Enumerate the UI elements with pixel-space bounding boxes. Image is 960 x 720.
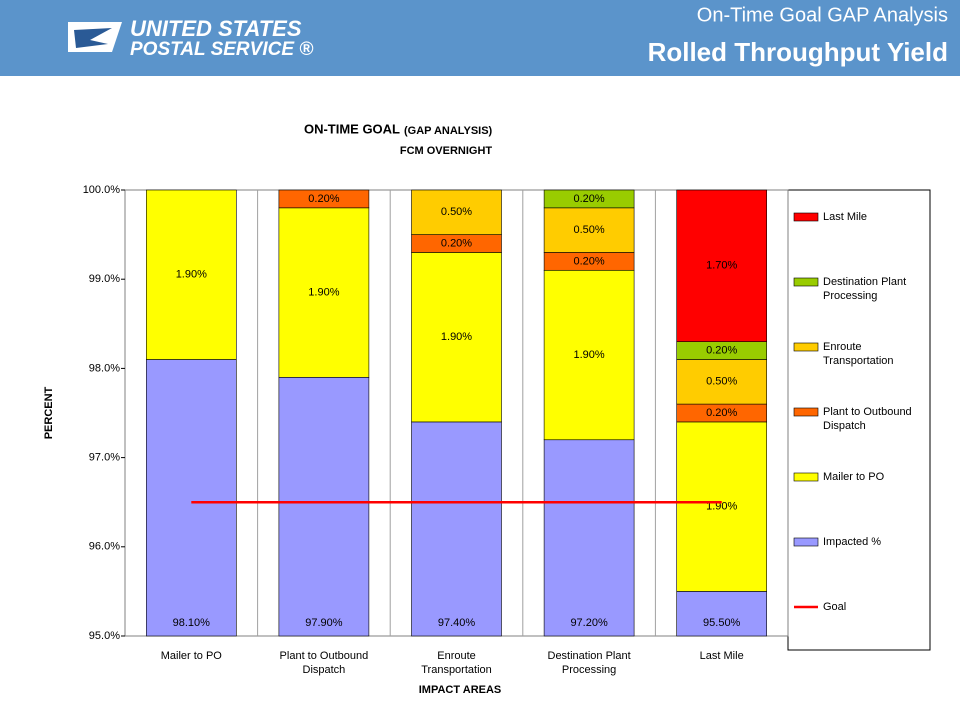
- value-label: 0.20%: [706, 344, 737, 356]
- bar-segment: [676, 591, 768, 637]
- value-label: 0.50%: [573, 224, 604, 236]
- legend-box: [787, 189, 931, 651]
- x-axis-label: IMPACT AREAS: [419, 684, 502, 696]
- value-label: 97.90%: [305, 617, 343, 629]
- value-label: 0.50%: [706, 376, 737, 388]
- value-label: 1.90%: [176, 269, 207, 281]
- bar-segment: [676, 189, 768, 342]
- value-label: 0.20%: [573, 255, 604, 267]
- value-label: 97.40%: [438, 617, 476, 629]
- legend-swatch: [793, 342, 819, 352]
- bar-segment: [411, 189, 502, 235]
- y-tick-label: 97.0%: [89, 452, 120, 464]
- chart-title-note: (GAP ANALYSIS): [404, 125, 493, 137]
- y-tick-label: 100.0%: [83, 184, 121, 196]
- x-tick-label: Last Mile: [700, 650, 744, 662]
- header-bar: [0, 0, 960, 76]
- bar-segment: [146, 189, 237, 360]
- bar-segment: [146, 359, 237, 637]
- value-label: 1.90%: [573, 349, 604, 361]
- bar-segment: [543, 207, 635, 253]
- legend-swatch: [793, 407, 819, 417]
- value-label: 0.20%: [706, 407, 737, 419]
- legend-label: Mailer to PO: [823, 471, 885, 483]
- logo-line1: UNITED STATES: [130, 16, 302, 41]
- value-label: 1.70%: [706, 260, 737, 272]
- x-tick-label: Destination Plant Processing: [548, 650, 631, 676]
- bar-segment: [411, 421, 502, 637]
- value-label: 1.90%: [706, 501, 737, 513]
- chart-subtitle: FCM OVERNIGHT: [400, 145, 493, 157]
- bar-segment: [676, 359, 768, 405]
- y-tick-label: 96.0%: [89, 541, 120, 553]
- value-label: 95.50%: [703, 617, 741, 629]
- bar-segment: [543, 269, 635, 441]
- bar-segment: [278, 377, 370, 637]
- value-label: 98.10%: [173, 617, 211, 629]
- value-label: 0.20%: [573, 193, 604, 205]
- bar-segment: [278, 189, 370, 209]
- header-title: On-Time Goal GAP Analysis: [697, 4, 948, 26]
- legend-label: Destination Plant Processing: [823, 276, 906, 302]
- bar-segment: [278, 207, 370, 378]
- value-label: 0.20%: [441, 237, 472, 249]
- value-label: 1.90%: [308, 286, 339, 298]
- header-subtitle: Rolled Throughput Yield: [648, 37, 948, 67]
- legend-label: Enroute Transportation: [823, 341, 894, 367]
- legend-label: Last Mile: [823, 211, 867, 223]
- value-label: 0.20%: [308, 193, 339, 205]
- legend-swatch: [793, 537, 819, 547]
- bar-segment: [543, 439, 635, 637]
- logo-eagle-detail: [74, 28, 112, 48]
- x-tick-label: Plant to Outbound Dispatch: [280, 650, 369, 676]
- y-tick-label: 95.0%: [89, 630, 120, 642]
- bar-segment: [543, 189, 635, 209]
- logo-line2: POSTAL SERVICE ®: [130, 39, 313, 60]
- y-axis-label: PERCENT: [43, 386, 55, 439]
- chart-title: ON-TIME GOAL: [304, 121, 400, 136]
- value-label: 97.20%: [570, 617, 608, 629]
- bar-segment: [411, 252, 502, 423]
- legend-swatch: [793, 472, 819, 482]
- x-tick-label: Mailer to PO: [161, 650, 223, 662]
- legend-label: Plant to Outbound Dispatch: [823, 406, 912, 432]
- y-tick-label: 98.0%: [89, 362, 120, 374]
- legend-swatch: [793, 277, 819, 287]
- legend-swatch: [793, 212, 819, 222]
- x-tick-label: Enroute Transportation: [421, 650, 492, 676]
- legend-label: Goal: [823, 601, 846, 613]
- y-tick-label: 99.0%: [89, 273, 120, 285]
- value-label: 0.50%: [441, 206, 472, 218]
- value-label: 1.90%: [441, 331, 472, 343]
- bar-segment: [676, 421, 768, 592]
- legend-label: Impacted %: [823, 536, 881, 548]
